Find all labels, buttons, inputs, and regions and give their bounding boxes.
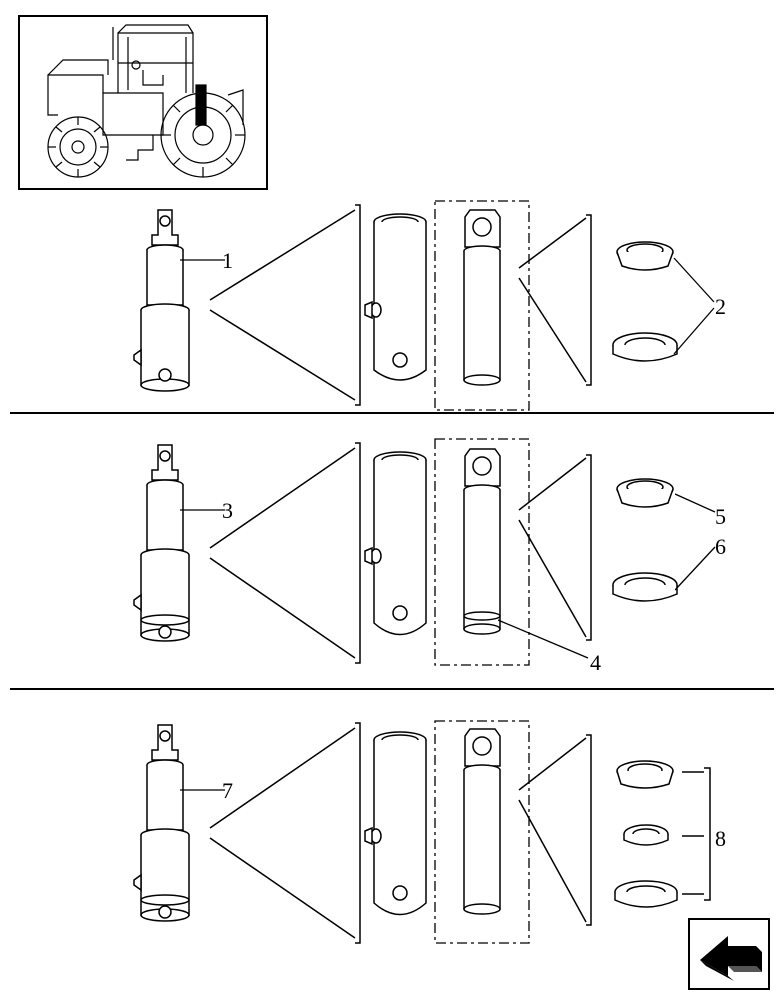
tractor-thumbnail xyxy=(18,15,268,190)
barrel-2 xyxy=(360,448,440,663)
barrel-3 xyxy=(360,728,440,943)
bracket-seals-3 xyxy=(516,730,596,930)
callout-6: 6 xyxy=(715,534,726,560)
section-divider-2 xyxy=(10,688,774,690)
cylinder-assy-3 xyxy=(120,720,210,940)
seal-b-3 xyxy=(620,822,672,852)
section-divider-1 xyxy=(10,412,774,414)
leader-4 xyxy=(498,618,598,663)
bracket-1 xyxy=(205,200,365,410)
leader-5 xyxy=(675,490,720,515)
arrow-3d-icon xyxy=(688,918,770,990)
bracket-3 xyxy=(205,718,365,948)
seal-upper-1 xyxy=(610,238,680,278)
callout-8: 8 xyxy=(715,826,726,852)
callout-5: 5 xyxy=(715,504,726,530)
bracket-seals-1 xyxy=(516,210,596,390)
seal-lower-1 xyxy=(608,330,682,370)
seal-lower-2 xyxy=(608,570,682,610)
rod-1 xyxy=(450,205,515,405)
callout-3: 3 xyxy=(222,498,233,524)
leader-6 xyxy=(675,545,720,595)
cylinder-assy-1 xyxy=(120,205,210,405)
cylinder-assy-2 xyxy=(120,440,210,660)
bracket-seals-2 xyxy=(516,450,596,645)
seal-a-3 xyxy=(612,758,678,794)
seal-upper-2 xyxy=(610,475,680,515)
callout-1: 1 xyxy=(222,248,233,274)
callout-4: 4 xyxy=(590,650,601,676)
seal-c-3 xyxy=(610,878,682,916)
barrel-1 xyxy=(360,210,440,410)
callout-2: 2 xyxy=(715,294,726,320)
bracket-2 xyxy=(205,438,365,668)
parts-diagram-page: 1 2 3 4 5 6 7 8 xyxy=(0,0,784,1000)
callout-7: 7 xyxy=(222,778,233,804)
seal-group-bracket-3 xyxy=(682,760,717,910)
rod-3 xyxy=(450,724,515,939)
